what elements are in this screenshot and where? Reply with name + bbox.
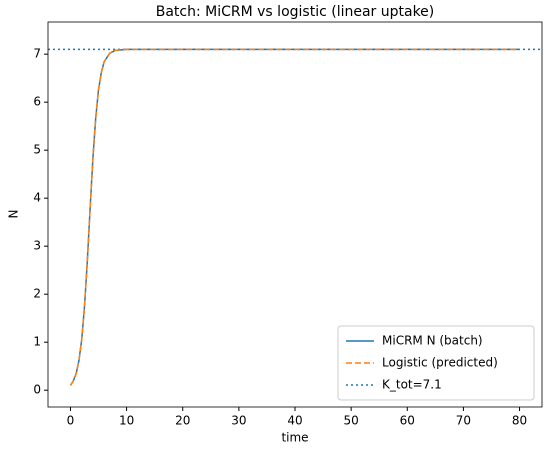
y-tick-label: 1 [33, 335, 41, 349]
chart-title: Batch: MiCRM vs logistic (linear uptake) [156, 4, 435, 20]
y-tick-label: 0 [33, 383, 41, 397]
x-tick-label: 60 [400, 414, 415, 428]
legend-label: K_tot=7.1 [382, 378, 442, 392]
y-tick-label: 3 [33, 239, 41, 253]
plot-frame [47, 21, 543, 408]
y-tick-label: 4 [33, 191, 41, 205]
y-tick-label: 2 [33, 287, 41, 301]
legend-label: MiCRM N (batch) [382, 334, 483, 348]
x-tick-label: 80 [512, 414, 527, 428]
legend-box [337, 325, 535, 401]
legend-label: Logistic (predicted) [382, 356, 498, 370]
x-tick-label: 70 [456, 414, 471, 428]
data-line [69, 48, 520, 386]
x-tick-label: 50 [343, 414, 358, 428]
y-tick-label: 7 [33, 47, 41, 61]
x-tick-label: 10 [119, 414, 134, 428]
y-axis-label: N [7, 210, 21, 219]
y-tick-label: 5 [33, 143, 41, 157]
x-tick-label: 30 [231, 414, 246, 428]
x-tick-label: 20 [175, 414, 190, 428]
x-axis-label: time [281, 431, 308, 445]
x-tick-label: 40 [287, 414, 302, 428]
y-tick-label: 6 [33, 95, 41, 109]
x-tick-label: 0 [67, 414, 75, 428]
